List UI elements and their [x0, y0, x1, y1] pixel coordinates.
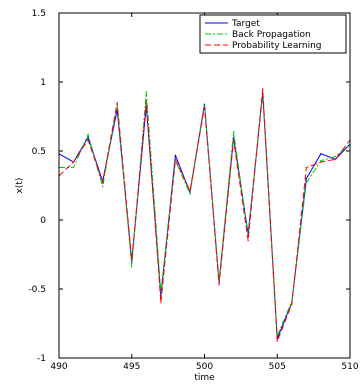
- data-point: [102, 186, 104, 188]
- data-point: [334, 155, 337, 158]
- y-tick-label: -1: [37, 354, 46, 364]
- data-point: [320, 153, 322, 155]
- y-axis-label: x(t): [15, 178, 25, 194]
- data-point: [276, 340, 278, 343]
- data-point: [145, 100, 147, 102]
- y-tick-label: 0.5: [32, 147, 46, 157]
- data-point: [247, 240, 249, 242]
- data-point: [131, 266, 133, 268]
- plot-area: [58, 88, 351, 343]
- data-point: [262, 88, 264, 90]
- data-point: [203, 104, 206, 107]
- data-point: [320, 160, 322, 162]
- data-point: [116, 102, 118, 104]
- y-tick-label: 0: [40, 216, 46, 226]
- data-point: [160, 291, 162, 293]
- legend-entry-label: Probability Learning: [232, 41, 322, 51]
- data-point: [87, 133, 89, 136]
- x-tick-label: 490: [50, 362, 67, 372]
- y-tick-label: 1.5: [32, 9, 46, 19]
- data-point: [203, 106, 206, 108]
- data-point: [320, 161, 322, 163]
- x-tick-label: 500: [196, 362, 213, 372]
- data-point: [305, 182, 307, 184]
- data-point: [174, 158, 176, 160]
- data-point: [102, 182, 104, 184]
- data-point: [233, 131, 235, 133]
- data-point: [305, 166, 307, 169]
- data-point: [305, 178, 307, 180]
- data-point: [334, 158, 337, 160]
- x-tick-label: 505: [269, 362, 286, 372]
- ticks: 490 495 500 505 510 -1 -0.5 0 0.5 1 1.5: [28, 9, 358, 372]
- data-point: [72, 166, 75, 169]
- y-tick-label: 1: [40, 78, 46, 88]
- x-tick-label: 510: [341, 362, 358, 372]
- data-point: [189, 190, 191, 192]
- legend-box: [199, 14, 347, 54]
- x-axis-label: time: [194, 373, 215, 383]
- data-point: [131, 259, 133, 261]
- data-point: [233, 139, 235, 141]
- data-point: [291, 303, 293, 305]
- data-point: [174, 154, 176, 156]
- data-point: [203, 103, 206, 105]
- data-point: [87, 139, 89, 141]
- data-point: [189, 193, 191, 195]
- legend-entry-label: Target: [231, 19, 260, 29]
- legend-entry-label: Back Propagation: [232, 30, 311, 40]
- data-point: [145, 91, 147, 93]
- data-point: [218, 284, 220, 286]
- x-tick-label: 495: [123, 362, 140, 372]
- data-point: [160, 302, 162, 304]
- y-tick-label: -0.5: [28, 285, 46, 295]
- data-point: [72, 161, 75, 163]
